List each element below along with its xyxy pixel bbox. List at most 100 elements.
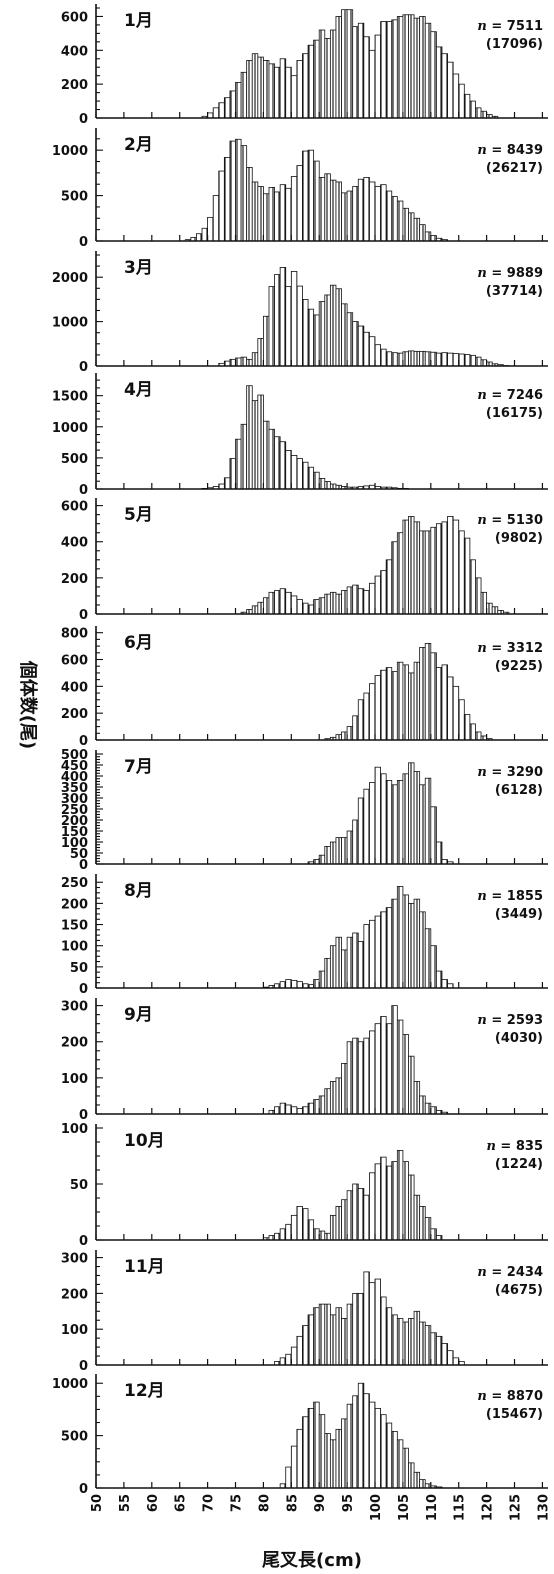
- bar: [290, 271, 298, 367]
- bar: [357, 699, 365, 741]
- y-tick-label: 250: [61, 803, 88, 818]
- panel-2: 0 500 1000 2月 n = 8439 (26217): [52, 128, 548, 250]
- bar: [274, 1106, 281, 1115]
- bar: [313, 599, 320, 615]
- y-tick-label: 500: [61, 1430, 88, 1445]
- y-tick-label: 0: [79, 235, 88, 250]
- bar: [313, 1228, 320, 1241]
- bar: [318, 854, 326, 865]
- x-tick-label: 100: [369, 1494, 384, 1521]
- bar: [313, 39, 320, 119]
- y-tick-label: 100: [61, 1122, 88, 1137]
- bar: [279, 1102, 287, 1115]
- bar: [296, 599, 303, 615]
- bar: [463, 537, 471, 615]
- bar: [413, 521, 421, 615]
- bar: [363, 1393, 370, 1489]
- bar: [385, 780, 393, 865]
- bar: [408, 1174, 415, 1241]
- x-tick-label: 65: [174, 1494, 189, 1512]
- y-tick-label: 300: [61, 1000, 88, 1015]
- bar: [201, 227, 209, 242]
- total-label: (9225): [495, 659, 543, 674]
- bar: [402, 14, 409, 119]
- x-axis: 50 55 60 65 70 75 80 85 90 95 100 105 110 115 120 125 13…: [90, 1494, 551, 1521]
- bar: [402, 519, 409, 615]
- bar: [380, 911, 387, 989]
- bar: [408, 350, 415, 367]
- y-tick-label: 0: [79, 112, 88, 127]
- bar: [235, 82, 242, 119]
- bar: [285, 450, 292, 490]
- bar: [419, 1479, 426, 1489]
- panel-8: 0 50 100 150 200 250 8月 n = 1855 (3449): [61, 874, 548, 997]
- bar: [385, 1422, 393, 1489]
- bar: [324, 38, 331, 119]
- bar: [302, 298, 309, 367]
- total-label: (15467): [486, 1407, 543, 1422]
- bar: [369, 1282, 376, 1366]
- bar: [363, 692, 370, 741]
- bar: [329, 29, 337, 119]
- bar: [391, 1431, 398, 1489]
- bar: [430, 526, 437, 615]
- bar: [452, 685, 460, 741]
- bar: [341, 1199, 348, 1241]
- bar: [324, 294, 331, 367]
- bar: [413, 898, 421, 989]
- bar: [274, 1232, 281, 1241]
- bar: [419, 1095, 426, 1115]
- bar: [290, 1106, 298, 1115]
- bar: [352, 715, 359, 741]
- bar: [363, 331, 370, 367]
- panel-3: 0 1000 2000 3月 n = 9889 (37714): [52, 251, 548, 375]
- bar: [402, 664, 409, 741]
- bar: [352, 1037, 359, 1115]
- bar: [285, 187, 292, 242]
- bar: [408, 672, 415, 741]
- bar: [441, 664, 448, 741]
- bar: [279, 58, 287, 119]
- bar: [369, 181, 376, 242]
- total-label: (9802): [495, 531, 543, 546]
- bar: [313, 979, 320, 989]
- bar: [285, 1353, 292, 1366]
- bar: [302, 53, 309, 119]
- bar: [313, 471, 320, 490]
- bar: [212, 195, 220, 242]
- bar: [396, 886, 404, 989]
- panel-11: 0 100 200 300 11月 n = 2434 (4675): [61, 1250, 548, 1374]
- bar: [435, 352, 443, 367]
- bar: [441, 1343, 448, 1366]
- bar: [279, 1357, 287, 1366]
- bar: [357, 325, 365, 367]
- bar: [441, 352, 448, 367]
- y-tick-label: 200: [61, 707, 88, 722]
- bar: [435, 970, 443, 989]
- bar: [352, 819, 359, 865]
- y-tick-label: 0: [79, 1234, 88, 1249]
- bar: [285, 591, 292, 615]
- bar: [285, 979, 292, 989]
- bar: [475, 356, 482, 367]
- bar: [391, 1005, 398, 1115]
- bar: [296, 1335, 303, 1366]
- bar: [335, 936, 342, 989]
- bar: [413, 1194, 421, 1241]
- bar: [396, 1150, 404, 1241]
- y-tick-label: 0: [79, 360, 88, 375]
- bar: [435, 667, 443, 741]
- y-tick-label: 0: [79, 1482, 88, 1497]
- month-label: 10月: [124, 1131, 165, 1151]
- y-tick-label: 500: [61, 452, 88, 467]
- bar: [341, 303, 348, 367]
- bar: [318, 1230, 326, 1241]
- bar: [374, 344, 381, 367]
- bar: [346, 1403, 354, 1489]
- bar: [374, 1278, 381, 1366]
- bar: [318, 1414, 326, 1489]
- month-label: 11月: [124, 1257, 165, 1277]
- bar: [307, 149, 315, 242]
- bar: [352, 1292, 359, 1366]
